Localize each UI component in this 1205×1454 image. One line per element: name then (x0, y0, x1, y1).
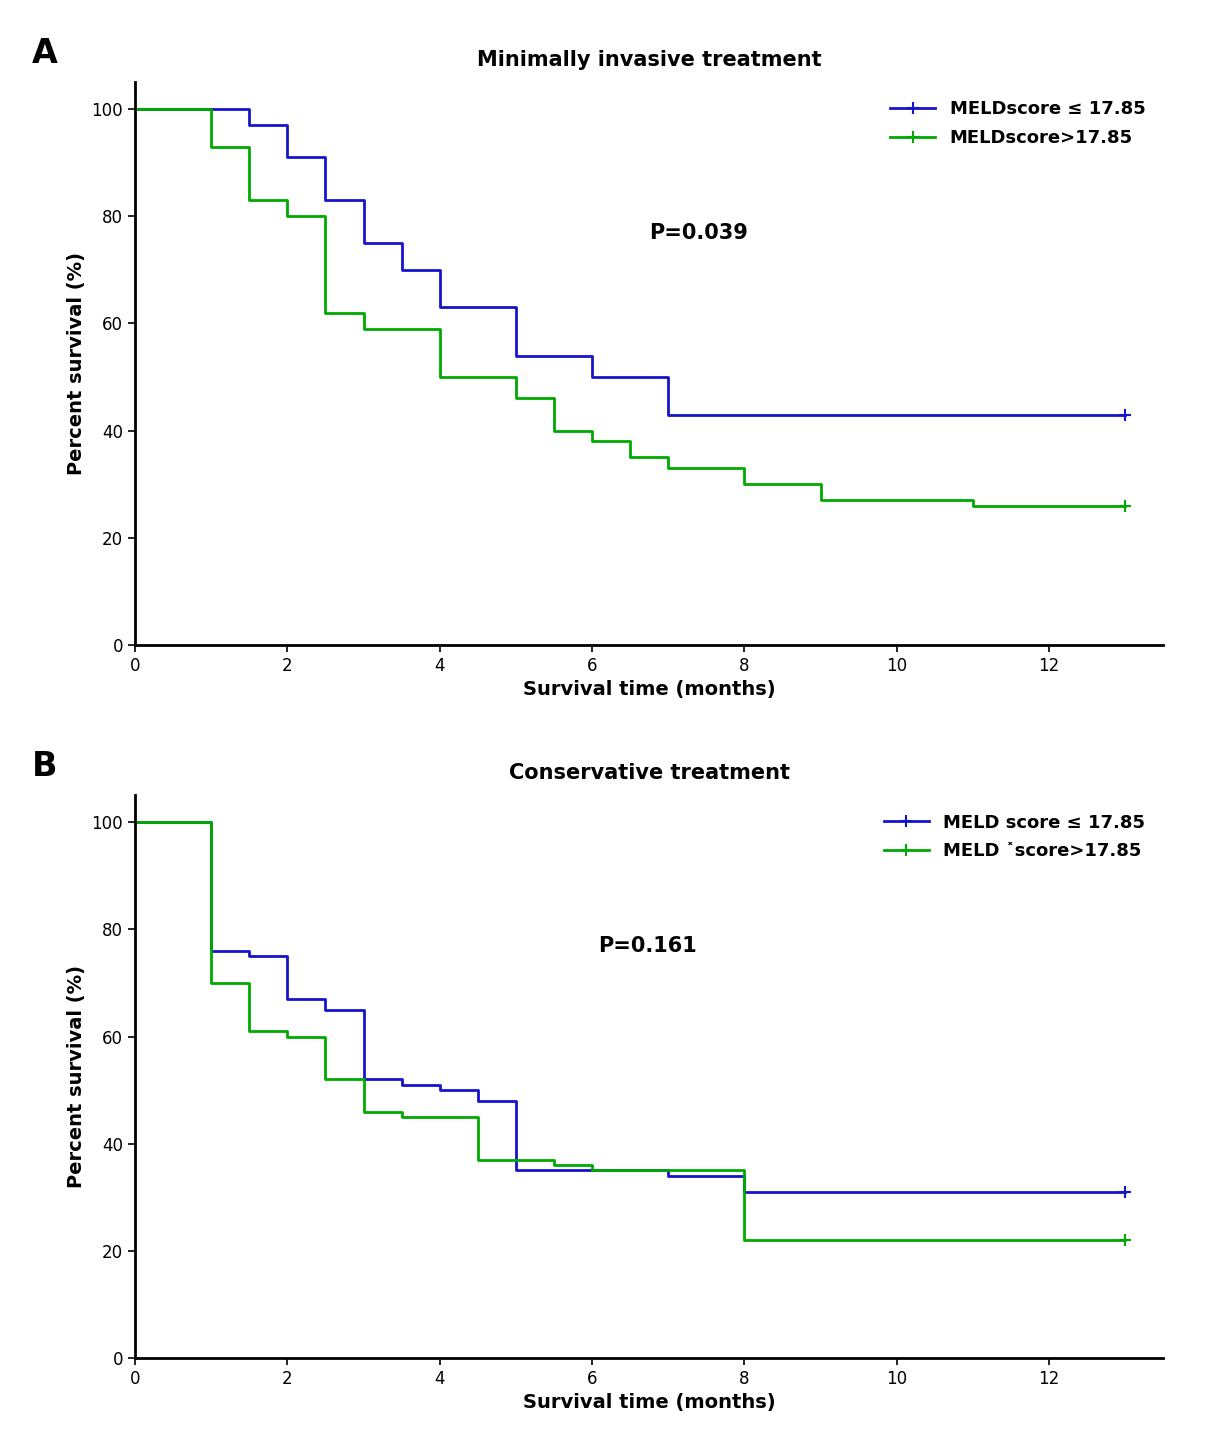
X-axis label: Survival time (months): Survival time (months) (523, 680, 776, 699)
Y-axis label: Percent survival (%): Percent survival (%) (67, 965, 86, 1188)
X-axis label: Survival time (months): Survival time (months) (523, 1393, 776, 1412)
Text: B: B (33, 750, 58, 784)
Y-axis label: Percent survival (%): Percent survival (%) (67, 252, 86, 475)
Title: Minimally invasive treatment: Minimally invasive treatment (477, 49, 822, 70)
Text: P=0.039: P=0.039 (649, 222, 748, 243)
Legend: MELDscore ≤ 17.85, MELDscore>17.85: MELDscore ≤ 17.85, MELDscore>17.85 (881, 92, 1154, 156)
Title: Conservative treatment: Conservative treatment (509, 763, 789, 782)
Text: A: A (33, 38, 58, 70)
Legend: MELD score ≤ 17.85, MELD ˟score>17.85: MELD score ≤ 17.85, MELD ˟score>17.85 (875, 804, 1154, 869)
Text: P=0.161: P=0.161 (598, 936, 696, 957)
